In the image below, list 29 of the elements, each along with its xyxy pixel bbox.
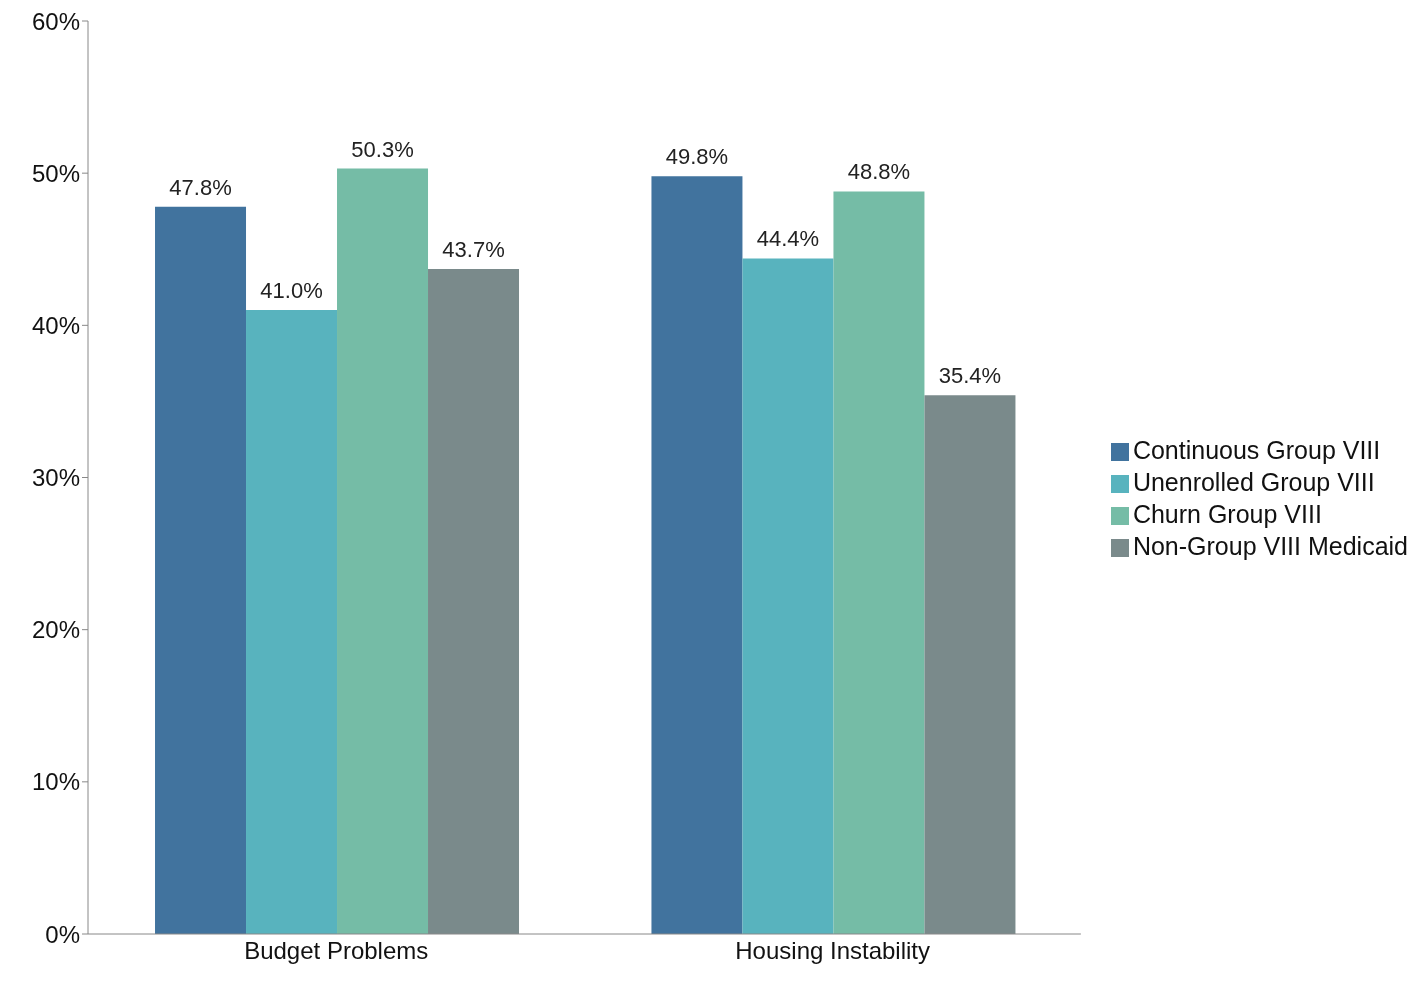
legend-label: Unenrolled Group VIII (1132, 468, 1375, 496)
data-label: 50.3% (351, 136, 414, 162)
y-tick-label: 50% (31, 159, 80, 187)
y-tick-label: 40% (31, 311, 80, 339)
bar (742, 258, 834, 934)
legend-label: Continuous Group VIII (1132, 436, 1381, 464)
data-label: 44.4% (756, 226, 820, 252)
bar (651, 176, 743, 934)
data-label: 41.0% (260, 278, 323, 304)
bar (337, 168, 429, 934)
x-tick-label: Housing Instability (735, 937, 931, 965)
bar (428, 269, 520, 934)
data-label: 43.7% (442, 237, 505, 263)
legend-label: Churn Group VIII (1132, 500, 1322, 528)
y-tick-label: 0% (45, 920, 80, 948)
y-tick-label: 30% (31, 464, 80, 492)
bar (833, 191, 925, 934)
data-label: 49.8% (665, 144, 729, 170)
legend-label: Non-Group VIII Medicaid (1132, 532, 1408, 560)
y-tick-label: 20% (31, 616, 80, 644)
data-label: 47.8% (169, 174, 232, 200)
y-tick-label: 60% (31, 7, 80, 35)
bar (246, 310, 338, 934)
y-tick-label: 10% (31, 768, 80, 796)
data-label: 48.8% (847, 159, 911, 185)
data-label: 35.4% (938, 363, 1002, 389)
bar (155, 206, 247, 934)
x-tick-label: Budget Problems (244, 937, 429, 965)
bar (924, 395, 1016, 934)
